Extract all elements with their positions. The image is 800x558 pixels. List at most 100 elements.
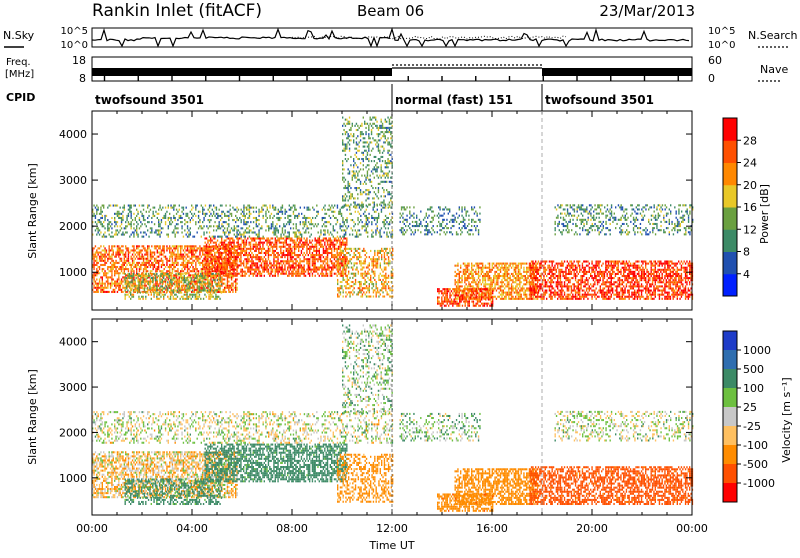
- power-echo-cell: [153, 274, 156, 277]
- power-echo-cell: [167, 295, 169, 298]
- power-echo-cell: [160, 251, 163, 254]
- power-echo-cell: [252, 264, 254, 267]
- power-echo-cell: [332, 266, 334, 269]
- power-echo-cell: [352, 289, 354, 292]
- power-echo-cell: [225, 245, 227, 248]
- power-echo-cell: [114, 221, 116, 224]
- power-echo-cell: [233, 272, 235, 275]
- power-echo-cell: [342, 274, 344, 277]
- power-echo-cell: [202, 272, 205, 275]
- power-echo-cell: [361, 157, 363, 161]
- power-echo-cell: [282, 270, 285, 273]
- power-echo-cell: [363, 247, 365, 250]
- power-echo-cell: [214, 247, 216, 250]
- power-echo-cell: [380, 204, 383, 207]
- power-echo-cell: [134, 219, 136, 222]
- power-echo-cell: [172, 289, 174, 292]
- power-echo-cell: [207, 262, 209, 265]
- power-echo-cell: [130, 263, 132, 267]
- power-echo-cell: [350, 139, 352, 142]
- power-echo-cell: [221, 241, 223, 244]
- power-echo-cell: [125, 293, 128, 296]
- power-echo-cell: [233, 229, 235, 232]
- power-echo-cell: [292, 264, 294, 267]
- power-echo-cell: [118, 261, 120, 264]
- power-echo-cell: [146, 291, 148, 294]
- power-echo-cell: [283, 223, 285, 226]
- power-echo-cell: [155, 247, 157, 250]
- power-echo-cell: [376, 262, 379, 265]
- power-echo-cell: [342, 162, 344, 165]
- power-echo-cell: [372, 283, 375, 286]
- power-echo-cell: [248, 231, 251, 234]
- power-echo-cell: [178, 272, 180, 275]
- power-echo-cell: [241, 262, 243, 265]
- power-echo-cell: [193, 274, 196, 277]
- power-echo-cell: [182, 206, 185, 209]
- power-echo-cell: [151, 263, 153, 267]
- power-echo-cell: [364, 120, 366, 123]
- power-echo-cell: [212, 279, 214, 282]
- power-echo-cell: [337, 293, 339, 296]
- power-echo-cell: [244, 266, 246, 269]
- power-echo-cell: [224, 259, 226, 262]
- power-echo-cell: [100, 251, 102, 254]
- power-echo-cell: [345, 274, 347, 277]
- power-echo-cell: [97, 290, 99, 293]
- power-echo-cell: [313, 262, 315, 265]
- power-echo-cell: [249, 241, 252, 244]
- power-echo-cell: [325, 212, 328, 215]
- power-echo-cell: [249, 260, 252, 263]
- power-echo-cell: [118, 216, 120, 220]
- power-echo-cell: [96, 290, 98, 293]
- power-echo-cell: [188, 255, 190, 258]
- power-echo-cell: [285, 249, 287, 252]
- power-echo-cell: [346, 280, 348, 284]
- power-echo-cell: [343, 237, 345, 240]
- power-echo-cell: [324, 225, 326, 228]
- power-echo-cell: [180, 276, 182, 279]
- power-echo-cell: [306, 251, 308, 255]
- power-echo-cell: [157, 274, 159, 278]
- power-echo-cell: [171, 283, 173, 286]
- power-echo-cell: [207, 208, 209, 211]
- power-echo-cell: [94, 216, 97, 220]
- power-echo-cell: [232, 241, 234, 244]
- power-echo-cell: [376, 249, 379, 252]
- power-echo-cell: [292, 245, 294, 248]
- power-echo-cell: [331, 251, 333, 255]
- power-echo-cell: [196, 278, 198, 281]
- power-echo-cell: [149, 257, 152, 260]
- power-echo-cell: [251, 231, 253, 234]
- power-echo-cell: [115, 253, 117, 256]
- power-echo-cell: [364, 262, 366, 265]
- power-echo-cell: [169, 255, 171, 258]
- power-echo-cell: [372, 295, 375, 298]
- power-echo-cell: [337, 264, 339, 267]
- power-echo-cell: [294, 231, 296, 234]
- power-echo-cell: [134, 290, 136, 293]
- power-echo-cell: [232, 276, 234, 279]
- power-echo-cell: [302, 221, 304, 224]
- power-echo-cell: [177, 210, 179, 213]
- power-echo-cell: [158, 208, 160, 211]
- power-echo-cell: [200, 284, 202, 287]
- power-echo-cell: [127, 255, 130, 258]
- power-echo-cell: [270, 223, 273, 226]
- power-echo-cell: [182, 212, 185, 215]
- power-echo-cell: [232, 270, 234, 273]
- power-echo-cell: [149, 270, 152, 273]
- power-echo-cell: [307, 266, 309, 269]
- power-echo-cell: [138, 219, 141, 222]
- power-echo-cell: [101, 257, 103, 260]
- power-echo-cell: [362, 212, 365, 215]
- power-echo-cell: [365, 266, 368, 269]
- power-echo-cell: [213, 279, 216, 282]
- power-echo-cell: [92, 274, 94, 277]
- power-echo-cell: [171, 261, 174, 264]
- power-echo-cell: [258, 247, 260, 250]
- power-echo-cell: [271, 268, 274, 271]
- power-echo-cell: [356, 268, 358, 271]
- power-echo-cell: [127, 212, 130, 215]
- power-echo-cell: [92, 247, 94, 250]
